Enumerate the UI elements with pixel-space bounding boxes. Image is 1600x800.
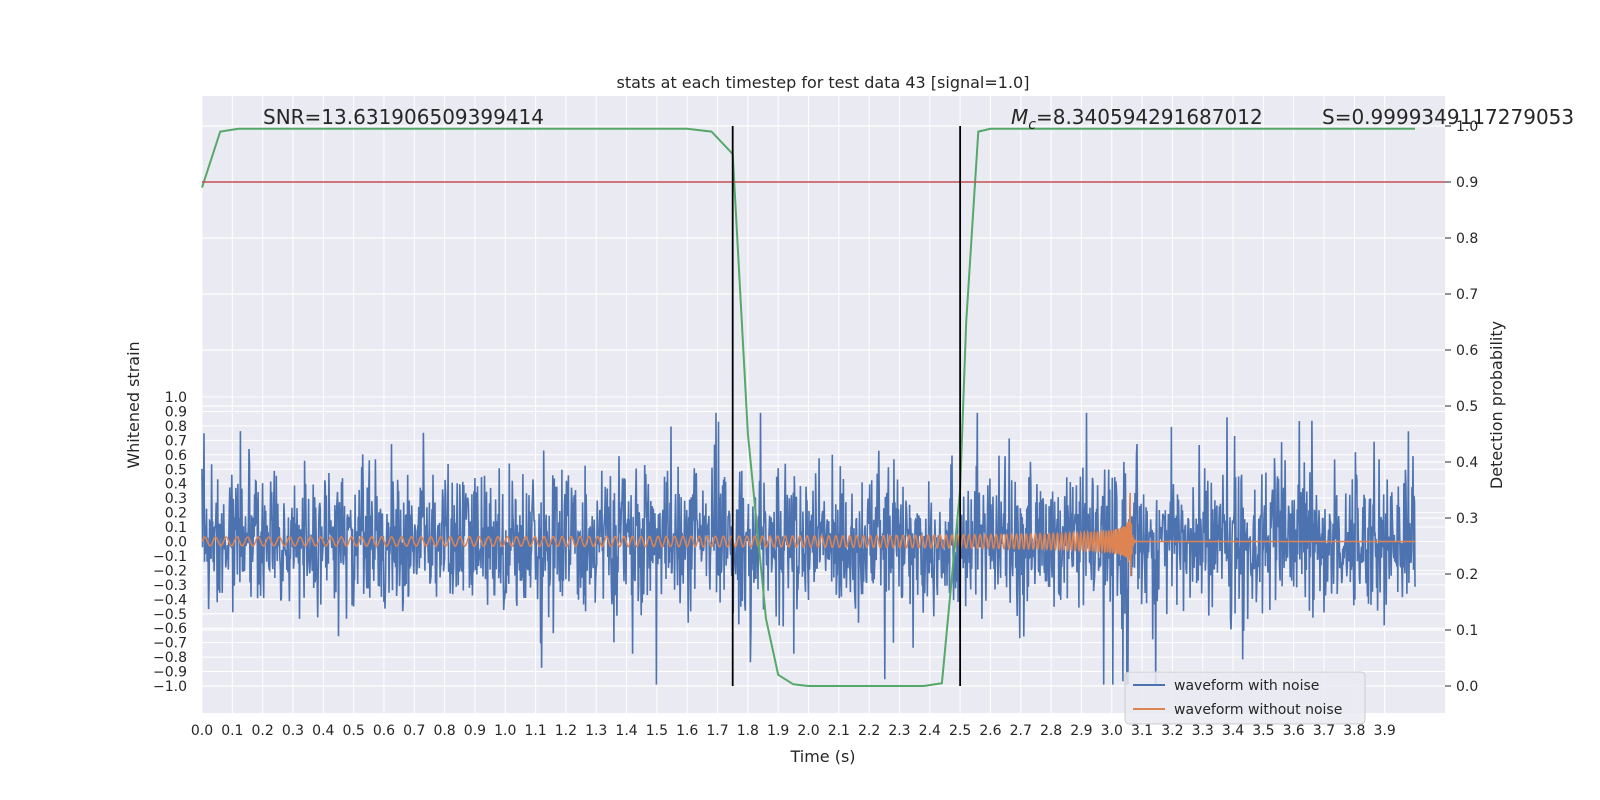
y2-axis-label: Detection probability — [1487, 321, 1506, 489]
mc-subscript: c — [1028, 117, 1036, 133]
x-tick-label: 3.2 — [1161, 723, 1183, 739]
y-tick-label: 0.7 — [165, 433, 187, 449]
x-tick-label: 2.4 — [919, 723, 941, 739]
x-tick-label: 0.7 — [403, 723, 425, 739]
x-tick-label: 2.0 — [797, 723, 819, 739]
x-tick-label: 1.4 — [615, 723, 637, 739]
y2-tick-label: 0.6 — [1456, 343, 1478, 359]
y-tick-label: 0.0 — [165, 535, 187, 551]
detection-probability-line — [201, 127, 1415, 687]
y-tick-label: 0.5 — [165, 462, 187, 478]
y2-tick-label: 0.0 — [1456, 679, 1478, 695]
legend-label-noise: waveform with noise — [1174, 678, 1319, 694]
y-tick-label: 0.9 — [165, 404, 187, 420]
y2-tick-label: 1.0 — [1456, 119, 1478, 135]
x-tick-label: 0.0 — [191, 723, 213, 739]
x-tick-label: 3.4 — [1222, 723, 1244, 739]
x-tick-label: 1.5 — [646, 723, 668, 739]
y-tick-label: 0.8 — [165, 419, 187, 435]
x-tick-label: 1.1 — [524, 723, 546, 739]
x-tick-label: 2.3 — [888, 723, 910, 739]
reference-lines — [202, 126, 1445, 686]
legend: waveform with noise waveform without noi… — [1124, 671, 1366, 725]
x-tick-label: 0.6 — [373, 723, 395, 739]
series-detection-probability — [201, 127, 1415, 687]
mc-value: =8.340594291687012 — [1036, 105, 1263, 129]
y-tick-label: 0.3 — [165, 491, 187, 507]
x-tick-label: 2.5 — [949, 723, 971, 739]
chart-title: stats at each timestep for test data 43 … — [617, 73, 1030, 92]
y2-tick-label: 0.7 — [1456, 287, 1478, 303]
y-tick-label: −0.1 — [153, 549, 187, 565]
y-tick-label: −0.5 — [153, 607, 187, 623]
y-tick-label: 1.0 — [165, 390, 187, 406]
x-tick-label: 2.2 — [858, 723, 880, 739]
x-tick-label: 2.8 — [1040, 723, 1062, 739]
x-tick-label: 3.3 — [1192, 723, 1214, 739]
y2-tick-label: 0.2 — [1456, 567, 1478, 583]
x-tick-label: 0.2 — [252, 723, 274, 739]
x-tick-label: 0.3 — [282, 723, 304, 739]
x-tick-label: 3.7 — [1313, 723, 1335, 739]
s-annotation: S=0.9999349117279053 — [1322, 105, 1574, 129]
y-tick-label: −0.3 — [153, 578, 187, 594]
y-tick-label: 0.4 — [165, 477, 187, 493]
x-tick-label: 3.0 — [1101, 723, 1123, 739]
legend-box — [1124, 671, 1366, 725]
y-tick-label: 0.6 — [165, 448, 187, 464]
x-axis-label: Time (s) — [789, 747, 855, 766]
x-tick-label: 1.6 — [676, 723, 698, 739]
y2-tick-label: 0.5 — [1456, 399, 1478, 415]
y-tick-labels: 1.00.90.80.70.60.50.40.30.20.10.0−0.1−0.… — [153, 390, 187, 695]
x-tick-label: 1.8 — [737, 723, 759, 739]
y-axis-label: Whitened strain — [124, 341, 143, 468]
plot-area — [202, 96, 1445, 713]
snr-annotation: SNR=13.631906509399414 — [263, 105, 544, 129]
legend-label-clean: waveform without noise — [1174, 702, 1342, 718]
x-tick-label: 1.7 — [706, 723, 728, 739]
x-tick-label: 2.1 — [828, 723, 850, 739]
waveform-without-noise-line — [201, 492, 1415, 577]
x-tick-label: 3.6 — [1283, 723, 1305, 739]
y-tick-label: 0.1 — [165, 520, 187, 536]
y-tick-label: −0.9 — [153, 665, 187, 681]
y-tick-label: −1.0 — [153, 679, 187, 695]
y2-tick-label: 0.8 — [1456, 231, 1478, 247]
x-tick-label: 2.9 — [1070, 723, 1092, 739]
series-waveform-without-noise — [201, 492, 1415, 577]
y2-tick-label: 0.4 — [1456, 455, 1478, 471]
mc-symbol: M — [1011, 105, 1028, 129]
chirp-mass-annotation: Mc=8.340594291687012 — [1011, 105, 1263, 133]
y2-tick-labels: 1.0 0.9 0.8 0.7 0.6 0.5 0.4 0.3 0.2 0.1 0.0 — [1445, 119, 1478, 695]
x-tick-label: 0.5 — [342, 723, 364, 739]
x-tick-label: 1.0 — [494, 723, 516, 739]
x-tick-label: 2.6 — [979, 723, 1001, 739]
x-tick-label: 1.2 — [555, 723, 577, 739]
x-tick-label: 2.7 — [1010, 723, 1032, 739]
x-tick-label: 3.9 — [1374, 723, 1396, 739]
y2-tick-label: 0.3 — [1456, 511, 1478, 527]
y-tick-label: −0.7 — [153, 636, 187, 652]
series-waveform-with-noise — [201, 412, 1416, 685]
x-tick-label: 0.1 — [221, 723, 243, 739]
x-tick-label: 1.3 — [585, 723, 607, 739]
x-tick-label: 0.8 — [433, 723, 455, 739]
x-tick-label: 3.1 — [1131, 723, 1153, 739]
x-tick-label: 3.5 — [1252, 723, 1274, 739]
y2-tick-label: 0.1 — [1456, 623, 1478, 639]
x-tick-labels: 0.0 0.1 0.2 0.3 0.4 0.5 0.6 0.7 0.8 0.9 1.0 1.1 1.2 1… — [191, 723, 1396, 739]
y-tick-label: −0.8 — [153, 650, 187, 666]
y-tick-label: −0.6 — [153, 621, 187, 637]
x-tick-label: 1.9 — [767, 723, 789, 739]
x-tick-label: 3.8 — [1343, 723, 1365, 739]
y2-tick-label: 0.9 — [1456, 175, 1478, 191]
x-tick-label: 0.4 — [312, 723, 334, 739]
y-tick-label: 0.2 — [165, 506, 187, 522]
y-tick-label: −0.4 — [153, 592, 187, 608]
y-tick-label: −0.2 — [153, 563, 187, 579]
waveform-with-noise-line — [201, 412, 1416, 685]
x-tick-label: 0.9 — [464, 723, 486, 739]
